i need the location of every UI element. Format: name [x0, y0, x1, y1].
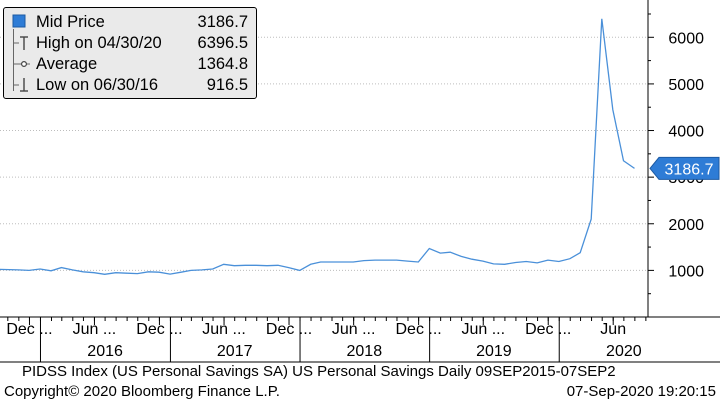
year-label: 2019 — [476, 343, 512, 360]
year-label: 2016 — [87, 343, 123, 360]
legend-label: High on 04/30/20 — [36, 34, 162, 52]
y-tick-label: 1000 — [668, 263, 704, 280]
timestamp-text: 07-Sep-2020 19:20:15 — [566, 383, 716, 400]
x-tick-label: Jun ... — [332, 321, 376, 338]
high-marker-icon — [13, 36, 28, 50]
copyright-text: Copyright© 2020 Bloomberg Finance L.P. — [4, 383, 280, 400]
y-tick-label: 2000 — [668, 217, 704, 234]
legend-tree-line — [13, 29, 14, 91]
series-layer — [0, 18, 635, 275]
series-line — [0, 18, 635, 275]
x-tick-label: Dec ... — [525, 321, 571, 338]
year-label: 2018 — [347, 343, 383, 360]
year-label: 2020 — [606, 343, 642, 360]
legend-label: Low on 06/30/16 — [36, 76, 159, 94]
legend-label: Mid Price — [36, 13, 105, 31]
y-tick-label: 5000 — [668, 77, 704, 94]
legend-item-average: Average 1364.8 — [10, 54, 248, 74]
y-axis: 100020003000400050006000 — [647, 0, 704, 317]
legend-value: 3186.7 — [197, 13, 248, 31]
x-tick-label: Jun — [600, 321, 626, 338]
legend-item-mid-price: Mid Price 3186.7 — [10, 12, 248, 32]
y-tick-label: 4000 — [668, 124, 704, 141]
x-tick-label: Jun ... — [461, 321, 505, 338]
x-axis: Dec ... Jun ... Dec ... Jun ... Dec ... Jun .… — [0, 316, 720, 363]
x-tick-label: Jun ... — [73, 321, 117, 338]
x-tick-label: Dec ... — [136, 321, 182, 338]
x-tick-label: Dec ... — [266, 321, 312, 338]
square-marker-icon — [12, 14, 26, 28]
low-marker-icon — [13, 78, 28, 92]
last-value-box — [649, 156, 720, 180]
year-label: 2017 — [217, 343, 253, 360]
legend-item-high: High on 04/30/20 6396.5 — [10, 33, 248, 53]
x-tick-label: Dec ... — [6, 321, 52, 338]
x-tick-label: Dec ... — [396, 321, 442, 338]
legend-value: 916.5 — [206, 76, 248, 94]
legend-value: 1364.8 — [197, 55, 248, 73]
last-value-text: 3186.7 — [665, 161, 714, 178]
legend-label: Average — [36, 55, 98, 73]
legend-value: 6396.5 — [197, 34, 248, 52]
y-tick-label: 6000 — [668, 30, 704, 47]
chart-legend: Mid Price 3186.7 High on 04/30/20 6396.5… — [3, 7, 257, 99]
last-value-label: 3186.7 — [649, 156, 720, 180]
x-tick-label: Jun ... — [202, 321, 246, 338]
average-marker-icon — [13, 60, 30, 68]
legend-item-low: Low on 06/30/16 916.5 — [10, 75, 248, 95]
chart-description: PIDSS Index (US Personal Savings SA) US … — [22, 363, 616, 380]
